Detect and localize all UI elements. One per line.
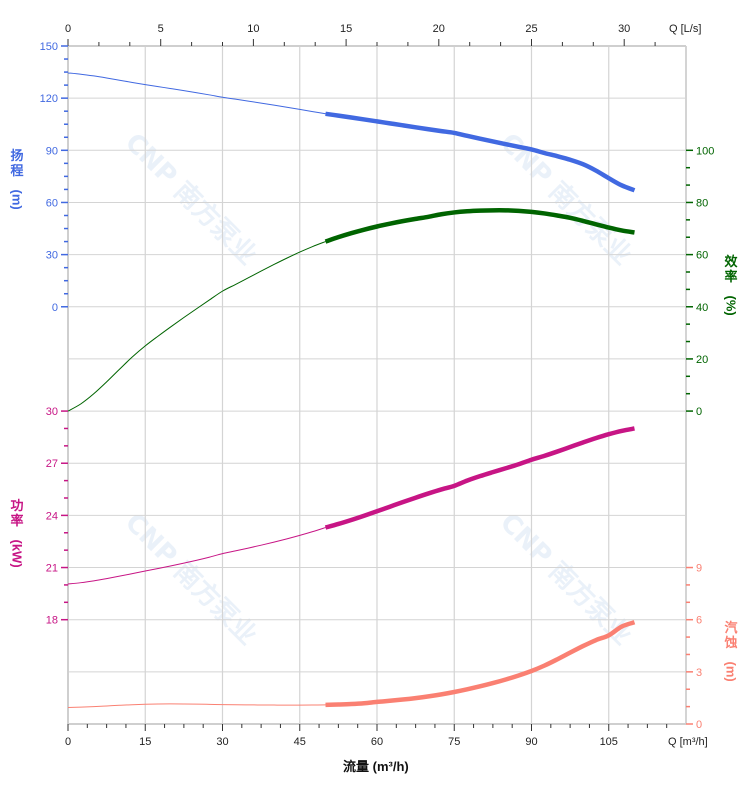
top-x-tick-label: 30 bbox=[618, 23, 630, 35]
npsh-tick-label: 0 bbox=[696, 719, 702, 731]
efficiency-curve-full-range bbox=[67, 241, 326, 412]
efficiency-axis-title: 效率 (%) bbox=[723, 254, 739, 316]
watermark-logo: CNP 南方泵业 bbox=[119, 127, 263, 271]
x-tick-label: 45 bbox=[294, 736, 306, 748]
head-tick-label: 0 bbox=[52, 302, 58, 314]
efficiency-tick-label: 40 bbox=[696, 302, 708, 314]
watermark-logo: CNP 南方泵业 bbox=[119, 507, 263, 651]
head-axis-title: 扬程 (m) bbox=[9, 148, 25, 210]
npsh-tick-label: 3 bbox=[696, 667, 702, 679]
npsh-curve-operating-range bbox=[325, 620, 636, 708]
x-tick-label: 30 bbox=[216, 736, 228, 748]
npsh-tick-label: 9 bbox=[696, 563, 702, 575]
head-tick-label: 30 bbox=[46, 250, 58, 262]
power-axis-title: 功率 (kW) bbox=[9, 498, 25, 568]
x-tick-label: 60 bbox=[371, 736, 383, 748]
top-x-tick-label: 10 bbox=[247, 23, 259, 35]
watermark-logo: CNP 南方泵业 bbox=[494, 127, 638, 271]
head-tick-label: 120 bbox=[40, 93, 58, 105]
power-tick-label: 21 bbox=[46, 563, 58, 575]
head-curve-full-range bbox=[67, 72, 326, 115]
power-tick-label: 18 bbox=[46, 615, 58, 627]
power-tick-label: 27 bbox=[46, 458, 58, 470]
x-unit-label: Q [m³/h] bbox=[668, 736, 708, 748]
x-axis-title: 流量 (m³/h) bbox=[343, 759, 409, 774]
x-tick-label: 0 bbox=[65, 736, 71, 748]
top-x-tick-label: 25 bbox=[525, 23, 537, 35]
power-curve-full-range bbox=[67, 527, 326, 585]
efficiency-tick-label: 0 bbox=[696, 406, 702, 418]
top-x-unit-label: Q [L/s] bbox=[669, 23, 701, 35]
head-tick-label: 60 bbox=[46, 197, 58, 209]
efficiency-tick-label: 60 bbox=[696, 250, 708, 262]
head-curve-operating-range bbox=[325, 111, 636, 193]
efficiency-tick-label: 80 bbox=[696, 197, 708, 209]
efficiency-curve-operating-range bbox=[324, 208, 635, 244]
x-tick-label: 15 bbox=[139, 736, 151, 748]
power-tick-label: 24 bbox=[46, 510, 58, 522]
npsh-curve-full-range bbox=[67, 703, 326, 708]
power-tick-label: 30 bbox=[46, 406, 58, 418]
x-tick-label: 105 bbox=[600, 736, 618, 748]
top-x-tick-label: 20 bbox=[433, 23, 445, 35]
npsh-tick-label: 6 bbox=[696, 615, 702, 627]
efficiency-tick-label: 100 bbox=[696, 145, 714, 157]
power-curve-operating-range bbox=[324, 426, 635, 530]
efficiency-tick-label: 20 bbox=[696, 354, 708, 366]
x-tick-label: 75 bbox=[448, 736, 460, 748]
head-tick-label: 150 bbox=[40, 41, 58, 53]
npsh-axis-title: 汽蚀 (m) bbox=[723, 620, 739, 682]
x-tick-label: 90 bbox=[525, 736, 537, 748]
top-x-tick-label: 5 bbox=[158, 23, 164, 35]
top-x-tick-label: 0 bbox=[65, 23, 71, 35]
top-x-tick-label: 15 bbox=[340, 23, 352, 35]
head-tick-label: 90 bbox=[46, 145, 58, 157]
